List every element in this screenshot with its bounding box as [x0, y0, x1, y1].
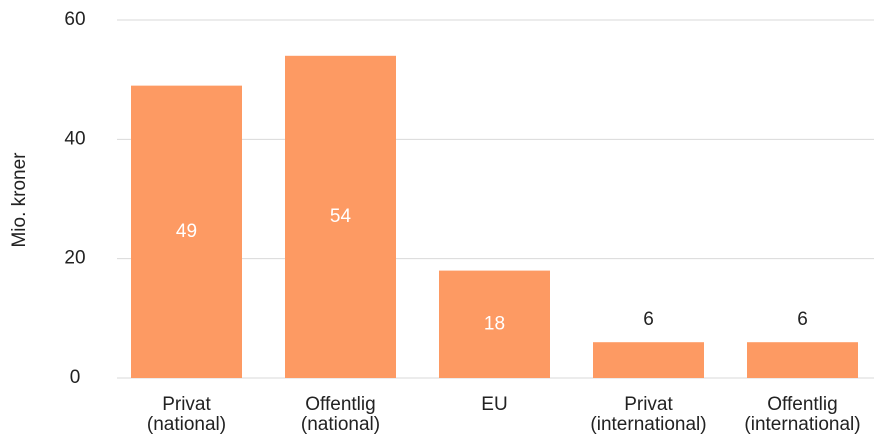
- y-axis-title: Mio. kroner: [9, 152, 30, 248]
- y-tick-label: 60: [64, 9, 85, 30]
- x-tick-label: Privat (international): [590, 394, 706, 435]
- x-tick-label: Offentlig (international): [744, 394, 860, 435]
- data-label: 18: [484, 313, 505, 334]
- x-tick-label-line: Privat: [624, 394, 673, 415]
- x-tick-label-line: Offentlig: [305, 394, 375, 415]
- x-tick-label-line: EU: [481, 394, 507, 415]
- data-label: 6: [797, 309, 808, 330]
- x-tick-label-line: (international): [744, 414, 860, 435]
- y-tick-label: 0: [70, 367, 81, 388]
- bar: [593, 342, 704, 378]
- x-tick-label-line: Privat: [162, 394, 211, 415]
- bar: [439, 270, 550, 378]
- data-label: 49: [176, 221, 197, 242]
- y-tick-label: 20: [64, 248, 85, 269]
- x-tick-label-line: (national): [301, 414, 380, 435]
- bar: [747, 342, 858, 378]
- x-tick-label-line: (national): [147, 414, 226, 435]
- x-tick-label: Offentlig (national): [301, 394, 380, 435]
- data-label: 54: [330, 206, 352, 227]
- data-label: 6: [643, 309, 654, 330]
- y-tick-label: 40: [64, 128, 85, 149]
- bar: [285, 55, 396, 379]
- x-tick-label: EU: [481, 394, 507, 415]
- x-tick-label-line: (international): [590, 414, 706, 435]
- x-tick-label: Privat (national): [147, 394, 226, 435]
- bar: [131, 85, 242, 378]
- x-tick-label-line: Offentlig: [767, 394, 837, 415]
